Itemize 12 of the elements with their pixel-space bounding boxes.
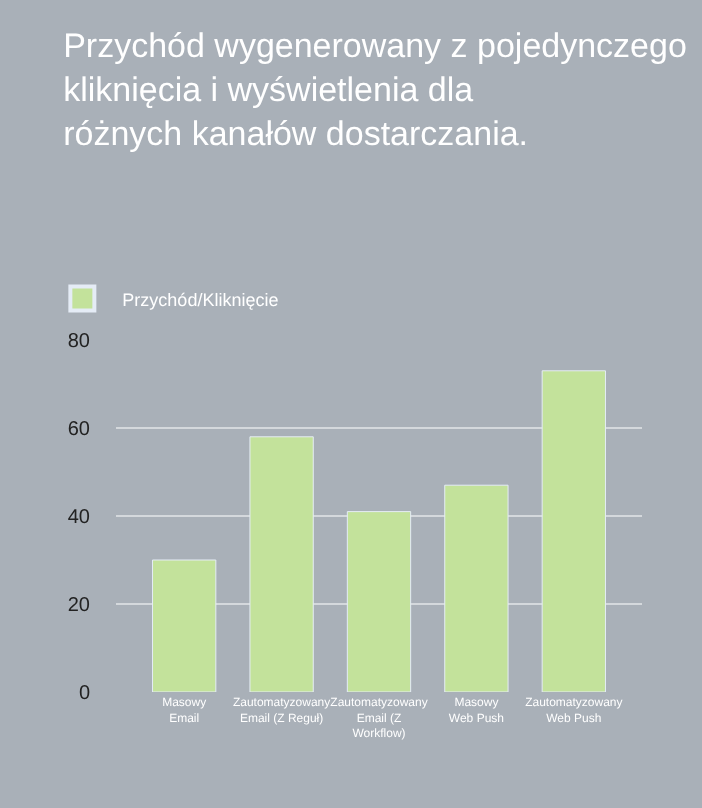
bar — [249, 436, 314, 692]
bar — [152, 559, 217, 692]
legend-label: Przychód/Kliknięcie — [122, 289, 279, 310]
bar — [444, 484, 509, 692]
y-tick-label: 40 — [67, 507, 91, 529]
y-tick-label: 60 — [67, 419, 91, 441]
y-tick-label: 20 — [67, 595, 91, 617]
bar — [541, 370, 606, 692]
chart-title: Przychód wygenerowany z pojedynczego kliknięcia i wyświetlenia dla różnych kanałów dostarczania. — [63, 26, 687, 153]
y-tick-label: 0 — [78, 683, 91, 705]
bar — [346, 511, 412, 692]
y-tick-label: 80 — [67, 331, 91, 353]
